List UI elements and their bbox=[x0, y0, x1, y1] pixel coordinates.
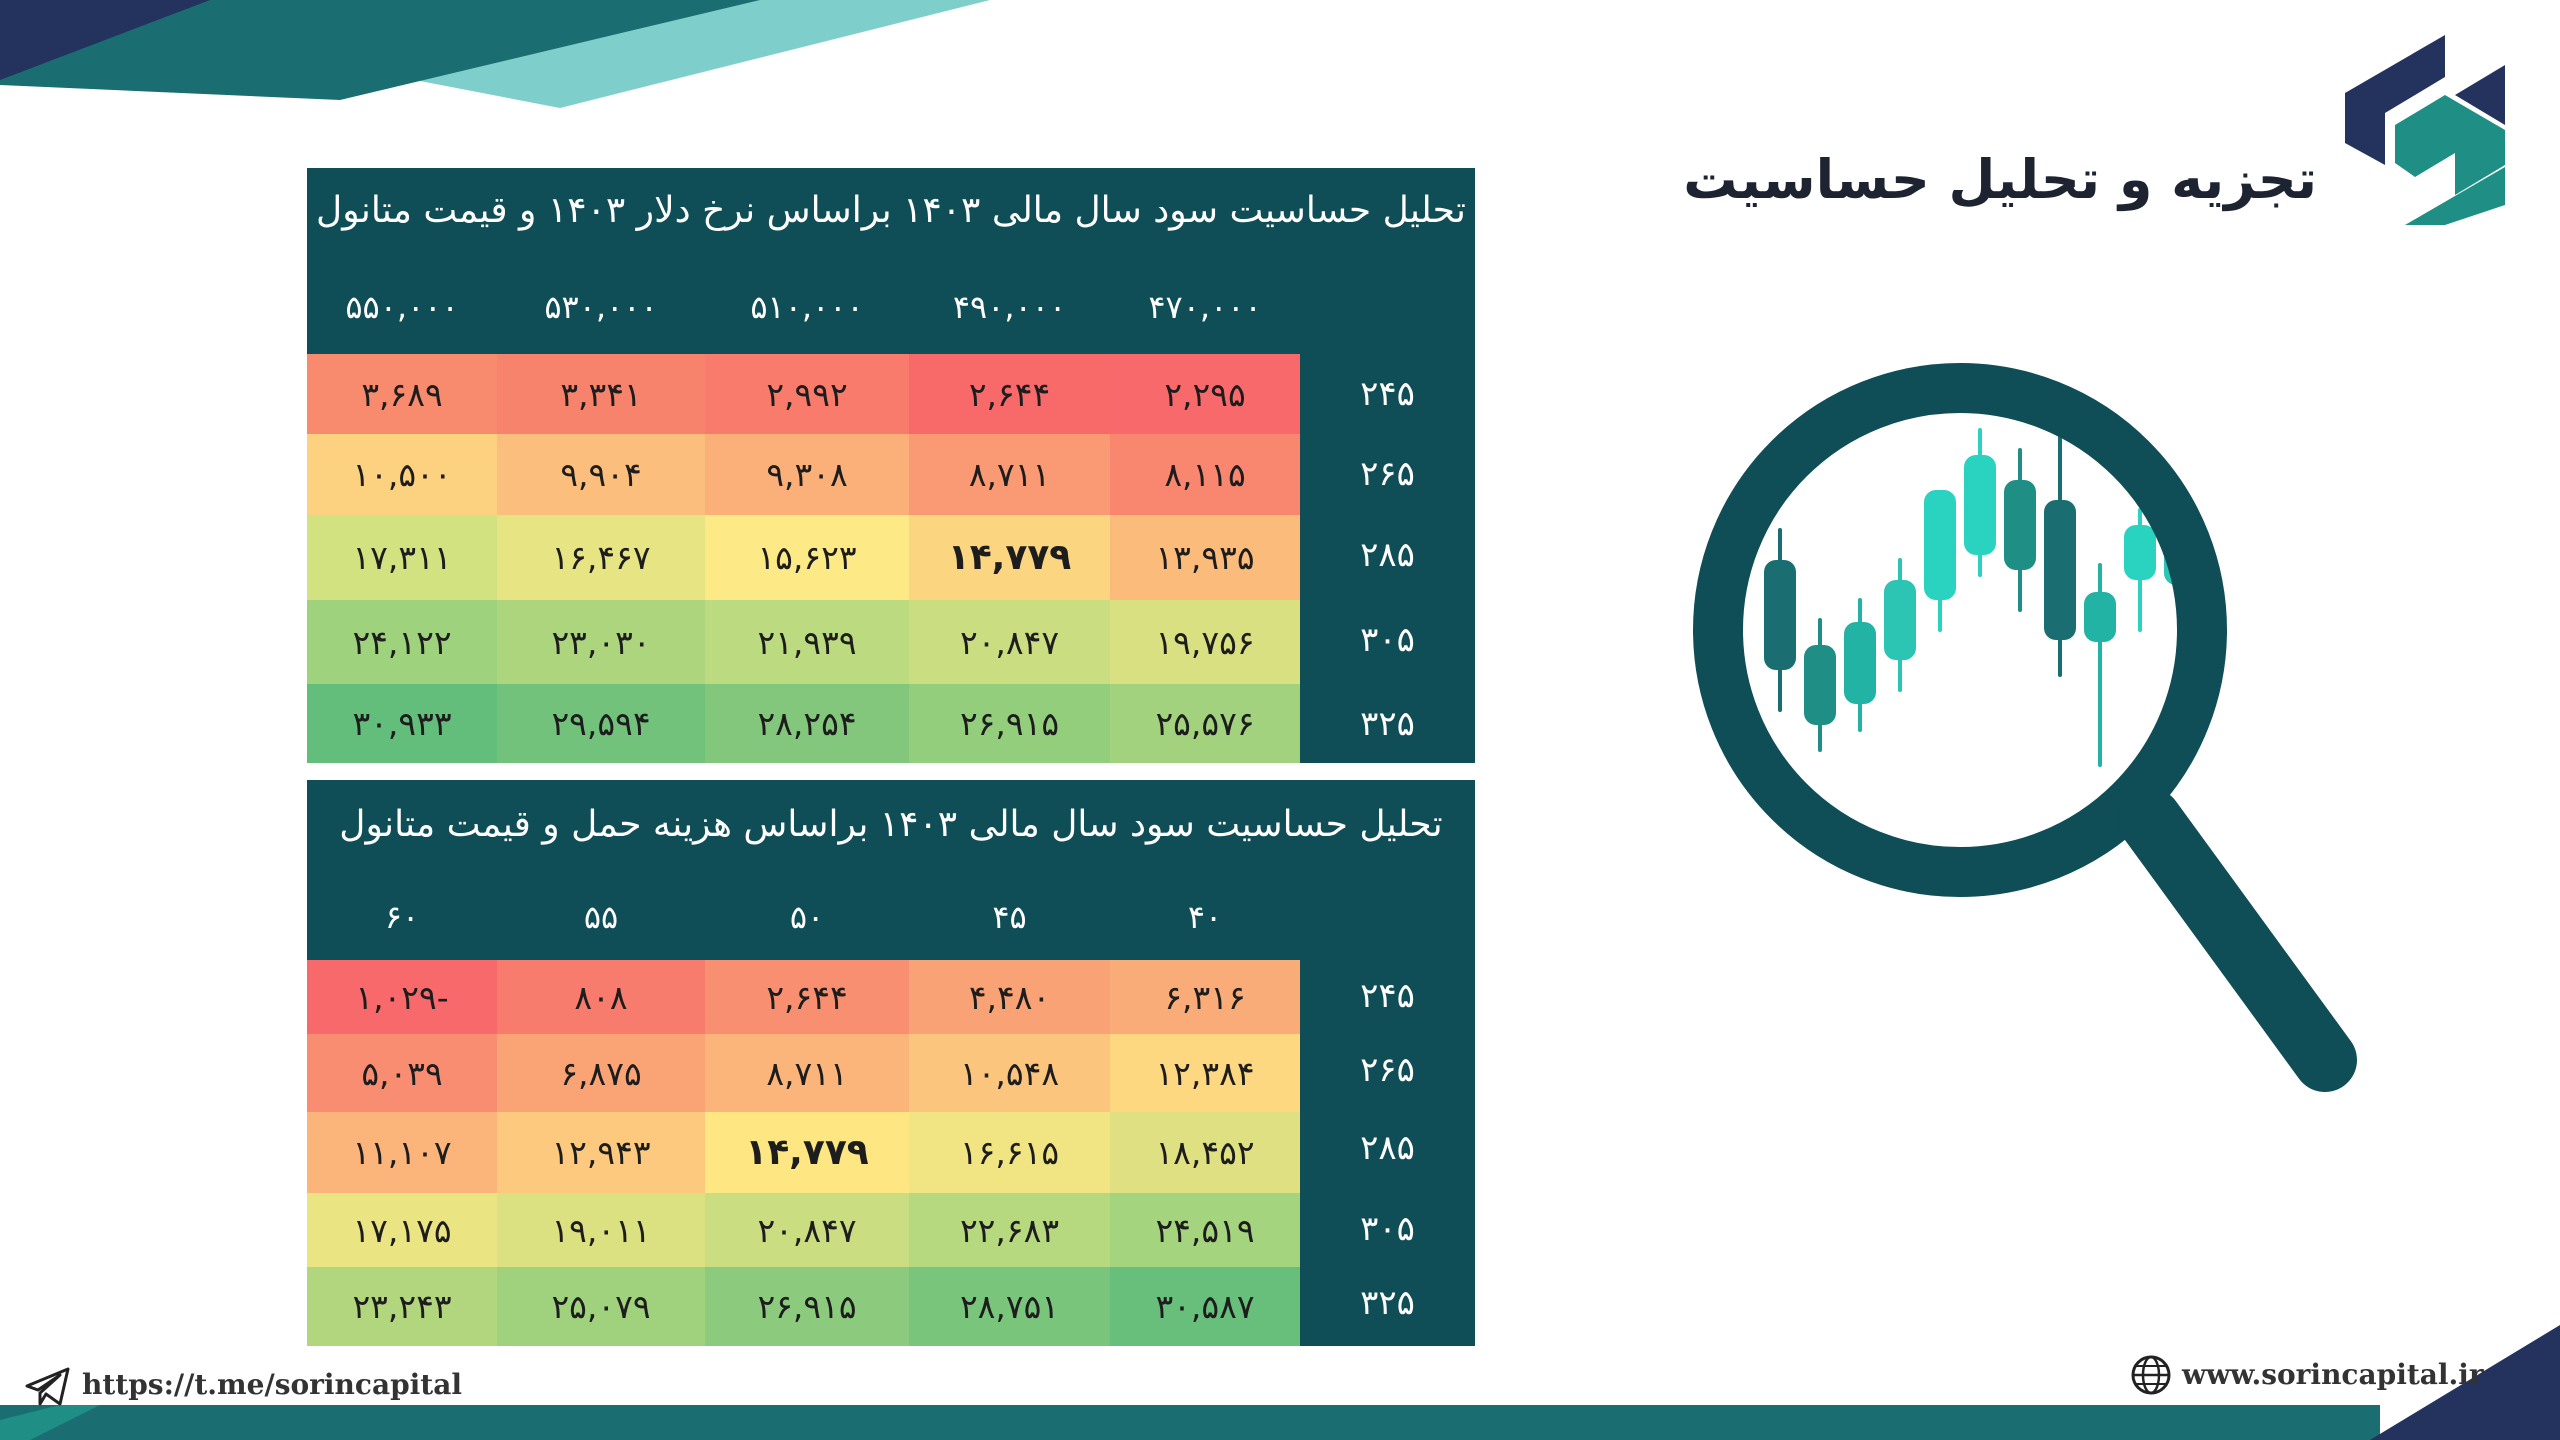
table-cell: ۲۵,۵۷۶ bbox=[1110, 684, 1300, 763]
magnifier-chart-icon bbox=[1693, 363, 2357, 1092]
table-cell: ۲۲,۶۸۳ bbox=[909, 1193, 1110, 1267]
table-cell: ۲۱,۹۳۹ bbox=[705, 600, 909, 684]
footer-stripe-decoration bbox=[0, 1325, 2560, 1440]
table-cell: ۱۷,۳۱۱ bbox=[307, 515, 497, 600]
table-cell: ۱۷,۱۷۵ bbox=[307, 1193, 497, 1267]
column-header: ۴۷۰,۰۰۰ bbox=[1148, 288, 1262, 326]
table-cell: ۶,۳۱۶ bbox=[1110, 960, 1300, 1034]
table-cell: ۸,۱۱۵ bbox=[1110, 434, 1300, 515]
logo-icon bbox=[2345, 35, 2505, 225]
table-cell: ۳,۳۴۱ bbox=[497, 354, 705, 434]
table-cell: ۲۰,۸۴۷ bbox=[909, 600, 1110, 684]
table-title: تحلیل حساسیت سود سال مالی ۱۴۰۳ براساس هز… bbox=[339, 804, 1443, 845]
table-cell: ۲۸,۲۵۴ bbox=[705, 684, 909, 763]
row-label: ۲۸۵ bbox=[1360, 1128, 1415, 1168]
row-label: ۳۲۵ bbox=[1360, 704, 1415, 744]
table-cell: ۵,۰۳۹ bbox=[307, 1034, 497, 1112]
table-cell: ۲,۶۴۴ bbox=[705, 960, 909, 1034]
table-cell: ۲۴,۵۱۹ bbox=[1110, 1193, 1300, 1267]
table-cell: ۲۶,۹۱۵ bbox=[909, 684, 1110, 763]
column-header: ۴۹۰,۰۰۰ bbox=[952, 288, 1067, 326]
table-cell: ۲۹,۵۹۴ bbox=[497, 684, 705, 763]
row-label: ۲۶۵ bbox=[1360, 1050, 1415, 1090]
telegram-link[interactable]: https://t.me/sorincapital bbox=[82, 1368, 463, 1401]
website-link[interactable]: www.sorincapital.ir bbox=[2182, 1358, 2484, 1391]
table-cell: ۱۵,۶۲۳ bbox=[705, 515, 909, 600]
row-label: ۳۲۵ bbox=[1360, 1283, 1415, 1323]
table-cell: ۲,۲۹۵ bbox=[1110, 354, 1300, 434]
table-cell: ۲۳,۲۴۳ bbox=[307, 1267, 497, 1346]
row-label: ۲۸۵ bbox=[1360, 535, 1415, 575]
table-cell: ۲۰,۸۴۷ bbox=[705, 1193, 909, 1267]
row-label: ۲۴۵ bbox=[1360, 374, 1415, 414]
table-cell: ۸,۷۱۱ bbox=[705, 1034, 909, 1112]
table-cell: ۲,۶۴۴ bbox=[909, 354, 1110, 434]
table-cell: ۶,۸۷۵ bbox=[497, 1034, 705, 1112]
table-cell: ۱۰,۵۴۸ bbox=[909, 1034, 1110, 1112]
table-cell: ۱۱,۱۰۷ bbox=[307, 1112, 497, 1193]
column-header: ۵۰ bbox=[789, 898, 825, 936]
table-cell: ۱۸,۴۵۲ bbox=[1110, 1112, 1300, 1193]
row-label: ۲۴۵ bbox=[1360, 976, 1415, 1016]
table-cell: ۴,۴۸۰ bbox=[909, 960, 1110, 1034]
table-cell: ۱۴,۷۷۹ bbox=[909, 515, 1110, 600]
table-cell: -۱,۰۲۹ bbox=[307, 960, 497, 1034]
column-header: ۴۰ bbox=[1187, 898, 1223, 936]
table-cell: ۳۰,۹۳۳ bbox=[307, 684, 497, 763]
table-cell: ۳,۶۸۹ bbox=[307, 354, 497, 434]
table-cell: ۸,۷۱۱ bbox=[909, 434, 1110, 515]
column-header: ۵۵ bbox=[583, 898, 619, 936]
table-cell: ۳۰,۵۸۷ bbox=[1110, 1267, 1300, 1346]
row-label: ۳۰۵ bbox=[1360, 1209, 1415, 1249]
table-cell: ۱۴,۷۷۹ bbox=[705, 1112, 909, 1193]
table-cell: ۱۲,۳۸۴ bbox=[1110, 1034, 1300, 1112]
column-header: ۵۵۰,۰۰۰ bbox=[345, 288, 459, 326]
table-cell: ۱۶,۶۱۵ bbox=[909, 1112, 1110, 1193]
table-cell: ۱۳,۹۳۵ bbox=[1110, 515, 1300, 600]
sensitivity-table-dollar: تحلیل حساسیت سود سال مالی ۱۴۰۳ براساس نر… bbox=[307, 168, 1475, 763]
row-label: ۲۶۵ bbox=[1360, 454, 1415, 494]
table-cell: ۱۰,۵۰۰ bbox=[307, 434, 497, 515]
page-title: تجزیه و تحلیل حساسیت bbox=[1683, 148, 2317, 211]
table-cell: ۲۳,۰۳۰ bbox=[497, 600, 705, 684]
table-cell: ۹,۹۰۴ bbox=[497, 434, 705, 515]
row-label: ۳۰۵ bbox=[1360, 620, 1415, 660]
column-header: ۶۰ bbox=[384, 898, 420, 936]
table-cell: ۹,۳۰۸ bbox=[705, 434, 909, 515]
telegram-icon[interactable] bbox=[24, 1366, 72, 1408]
table-title: تحلیل حساسیت سود سال مالی ۱۴۰۳ براساس نر… bbox=[316, 190, 1466, 231]
table-cell: ۲۵,۰۷۹ bbox=[497, 1267, 705, 1346]
column-header: ۴۵ bbox=[992, 898, 1027, 936]
table-cell: ۸۰۸ bbox=[497, 960, 705, 1034]
table-cell: ۱۶,۴۶۷ bbox=[497, 515, 705, 600]
table-cell: ۲۸,۷۵۱ bbox=[909, 1267, 1110, 1346]
table-cell: ۲۶,۹۱۵ bbox=[705, 1267, 909, 1346]
table-cell: ۱۲,۹۴۳ bbox=[497, 1112, 705, 1193]
table-cell: ۱۹,۷۵۶ bbox=[1110, 600, 1300, 684]
table-cell: ۱۹,۰۱۱ bbox=[497, 1193, 705, 1267]
globe-icon bbox=[2131, 1355, 2171, 1395]
table-cell: ۲۴,۱۲۲ bbox=[307, 600, 497, 684]
column-header: ۵۳۰,۰۰۰ bbox=[544, 288, 658, 326]
table-cell: ۲,۹۹۲ bbox=[705, 354, 909, 434]
sensitivity-table-shipping: تحلیل حساسیت سود سال مالی ۱۴۰۳ براساس هز… bbox=[307, 780, 1475, 1346]
top-banner-decoration bbox=[0, 0, 990, 108]
column-header: ۵۱۰,۰۰۰ bbox=[750, 288, 864, 326]
